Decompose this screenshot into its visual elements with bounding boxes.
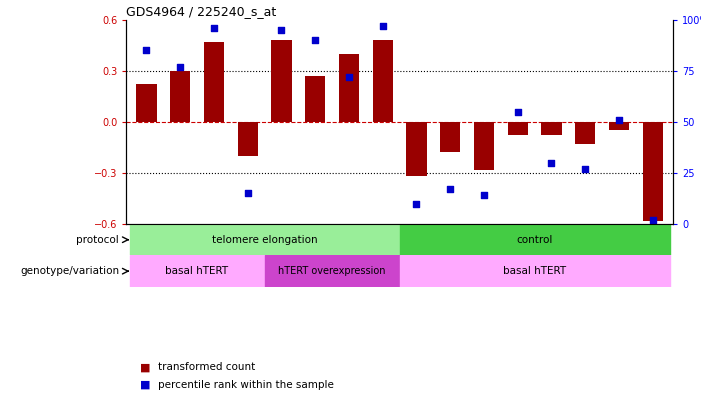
Point bbox=[444, 186, 456, 193]
Point bbox=[242, 190, 253, 196]
Bar bbox=[130, 255, 264, 287]
Point bbox=[647, 217, 658, 223]
Text: transformed count: transformed count bbox=[158, 362, 255, 373]
Text: ■: ■ bbox=[140, 380, 151, 390]
Bar bbox=[440, 122, 461, 152]
Bar bbox=[339, 54, 359, 122]
Bar bbox=[541, 122, 562, 136]
Point bbox=[141, 47, 152, 53]
Text: basal hTERT: basal hTERT bbox=[165, 266, 229, 276]
Text: hTERT overexpression: hTERT overexpression bbox=[278, 266, 386, 276]
Bar bbox=[136, 84, 156, 122]
Text: percentile rank within the sample: percentile rank within the sample bbox=[158, 380, 334, 390]
Text: basal hTERT: basal hTERT bbox=[503, 266, 566, 276]
Bar bbox=[372, 40, 393, 122]
Text: GDS4964 / 225240_s_at: GDS4964 / 225240_s_at bbox=[126, 6, 276, 18]
Point bbox=[478, 192, 489, 198]
Point bbox=[613, 117, 625, 123]
Bar bbox=[264, 255, 400, 287]
Text: telomere elongation: telomere elongation bbox=[212, 235, 318, 245]
Bar bbox=[204, 42, 224, 122]
Bar bbox=[130, 224, 400, 255]
Text: genotype/variation: genotype/variation bbox=[20, 266, 119, 276]
Point bbox=[275, 27, 287, 33]
Point bbox=[411, 200, 422, 207]
Bar bbox=[305, 76, 325, 122]
Bar bbox=[575, 122, 595, 144]
Bar bbox=[407, 122, 427, 176]
Bar bbox=[474, 122, 494, 169]
Point bbox=[175, 64, 186, 70]
Bar bbox=[400, 255, 669, 287]
Point bbox=[580, 166, 591, 172]
Bar bbox=[609, 122, 629, 130]
Bar bbox=[643, 122, 663, 220]
Point bbox=[208, 25, 219, 31]
Point bbox=[343, 74, 355, 80]
Bar bbox=[400, 224, 669, 255]
Text: protocol: protocol bbox=[76, 235, 119, 245]
Bar bbox=[508, 122, 528, 136]
Bar bbox=[238, 122, 258, 156]
Bar bbox=[271, 40, 292, 122]
Bar bbox=[170, 71, 190, 122]
Point bbox=[512, 108, 524, 115]
Point bbox=[310, 37, 321, 43]
Point bbox=[546, 160, 557, 166]
Text: ■: ■ bbox=[140, 362, 151, 373]
Text: control: control bbox=[517, 235, 553, 245]
Point bbox=[377, 23, 388, 29]
